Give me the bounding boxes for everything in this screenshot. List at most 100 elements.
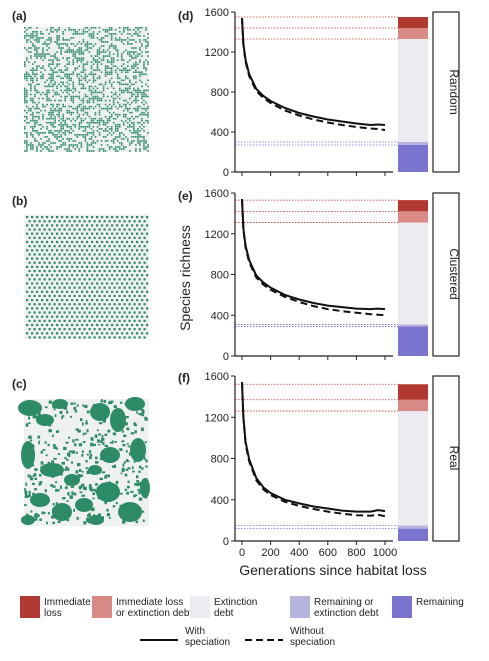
habitat-fragment [123, 420, 126, 425]
habitat-cluster [98, 261, 101, 264]
habitat-cell [34, 47, 36, 49]
habitat-fragment [139, 399, 141, 401]
habitat-cluster [108, 336, 111, 339]
habitat-cell [48, 91, 50, 94]
habitat-cell [135, 33, 137, 35]
habitat-cell [88, 125, 91, 128]
habitat-cell [48, 138, 50, 140]
habitat-fragment [27, 454, 31, 457]
habitat-fragment [144, 416, 147, 420]
habitat-cluster [93, 261, 96, 264]
habitat-cluster [131, 282, 134, 285]
habitat-cluster [91, 315, 94, 318]
habitat-cell [114, 45, 117, 47]
habitat-cell [114, 65, 117, 67]
habitat-cell [98, 53, 101, 55]
habitat-cluster [46, 232, 49, 235]
habitat-fragment [97, 489, 100, 494]
habitat-cell [72, 97, 75, 100]
habitat-cell [24, 77, 26, 80]
habitat-cell [129, 39, 131, 41]
habitat-fragment [125, 459, 129, 463]
habitat-cell [54, 41, 56, 43]
habitat-cell [72, 61, 75, 63]
habitat-cluster [73, 303, 76, 306]
habitat-fragment [81, 483, 85, 487]
habitat-cell [120, 57, 123, 59]
y-tick-label: 0 [223, 536, 229, 548]
y-tick-label: 400 [211, 310, 229, 322]
habitat-cluster [128, 336, 131, 339]
habitat-cell [88, 89, 91, 92]
habitat-cell [62, 142, 64, 144]
habitat-fragment [83, 503, 86, 506]
habitat-cell [145, 93, 147, 96]
habitat-cluster [36, 257, 39, 260]
habitat-cell [145, 39, 147, 41]
habitat-fragment [93, 488, 96, 492]
habitat-fragment [76, 504, 80, 508]
habitat-cluster [88, 286, 91, 289]
habitat-cluster [88, 253, 91, 256]
habitat-fragment [42, 448, 46, 451]
habitat-cell [116, 113, 119, 116]
habitat-cluster [46, 265, 49, 268]
habitat-cell [88, 101, 91, 104]
habitat-cluster [103, 294, 106, 298]
habitat-cell [56, 134, 58, 136]
habitat-cell [143, 103, 145, 106]
habitat-cell [88, 79, 91, 82]
habitat-cluster [78, 319, 81, 322]
habitat-cell [114, 136, 117, 138]
habitat-cell [66, 59, 69, 61]
habitat-cell [46, 49, 48, 51]
habitat-cell [120, 148, 123, 150]
habitat-cell [34, 39, 36, 41]
habitat-cell [92, 99, 95, 102]
habitat-cell [68, 63, 71, 65]
habitat-cell [102, 107, 105, 110]
habitat-cell [116, 130, 119, 132]
habitat-cluster [81, 249, 84, 252]
habitat-cell [122, 134, 125, 136]
habitat-cell [96, 140, 99, 142]
habitat-cell [46, 125, 48, 128]
habitat-cell [82, 109, 85, 112]
habitat-cell [34, 89, 36, 92]
habitat-cluster [138, 228, 141, 231]
habitat-cluster [96, 232, 99, 235]
habitat-cell [127, 51, 129, 53]
habitat-cell [92, 125, 95, 128]
chart-panel-label-d: (d) [178, 9, 193, 23]
habitat-fragment [37, 435, 41, 439]
habitat-cell [36, 65, 38, 67]
habitat-cluster [81, 323, 84, 327]
habitat-cell [104, 140, 107, 142]
habitat-fragment [122, 463, 125, 467]
habitat-cell [122, 113, 125, 116]
habitat-fragment [105, 474, 109, 477]
map-background-random [24, 27, 149, 152]
habitat-fragment [104, 502, 107, 505]
habitat-cell [30, 125, 32, 128]
habitat-cell [82, 67, 85, 69]
habitat-cell [133, 136, 135, 138]
habitat-cluster [68, 236, 71, 239]
habitat-fragment [89, 453, 93, 457]
habitat-cluster [58, 336, 61, 339]
habitat-cell [102, 119, 105, 122]
habitat-cell [147, 119, 149, 122]
habitat-cell [135, 81, 137, 84]
habitat-fragment [92, 403, 96, 407]
habitat-cell [92, 45, 95, 47]
habitat-cluster [63, 303, 66, 306]
habitat-cluster [118, 328, 121, 331]
habitat-cell [78, 47, 81, 49]
habitat-cluster [61, 216, 64, 219]
habitat-cell [104, 81, 107, 84]
habitat-cell [42, 53, 44, 55]
habitat-cell [129, 119, 131, 122]
y-tick-label: 1200 [205, 229, 229, 241]
habitat-cell [80, 47, 83, 49]
habitat-cell [125, 107, 127, 110]
